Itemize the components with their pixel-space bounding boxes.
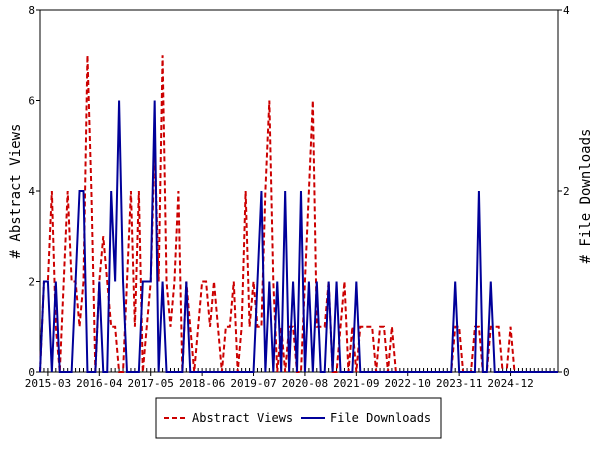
- series-file-downloads-line: [39, 100, 558, 373]
- x-tick-label: 2016-04: [76, 377, 123, 390]
- legend-label-file-downloads: File Downloads: [330, 411, 431, 425]
- series-layer: [39, 55, 558, 373]
- x-tick-label: 2022-10: [385, 377, 431, 390]
- legend-box: [155, 397, 442, 439]
- y-axis-title: # Abstract Views: [8, 124, 24, 259]
- x-tick-label: 2020-08: [282, 377, 328, 390]
- x-tick-label: 2021-09: [333, 377, 379, 390]
- x-tick-label: 2017-05: [128, 377, 174, 390]
- right-axis-ticks: 0 2 4: [558, 4, 570, 379]
- left-axis-ticks: 0 2 4 6 8: [28, 4, 40, 379]
- left-tick-label: 0: [28, 366, 35, 379]
- right-tick-label: 4: [563, 4, 570, 17]
- left-tick-label: 4: [28, 185, 35, 198]
- left-tick-label: 2: [28, 276, 35, 289]
- x-tick-label: 2019-07: [230, 377, 276, 390]
- series-abstract-views-line: [39, 55, 558, 373]
- right-tick-label: 0: [563, 366, 570, 379]
- right-tick-label: 2: [563, 185, 570, 198]
- x-tick-label: 2024-12: [487, 377, 533, 390]
- left-tick-label: 6: [28, 95, 35, 108]
- x-tick-label: 2015-03: [25, 377, 71, 390]
- x-tick-label: 2018-06: [179, 377, 225, 390]
- legend-label-abstract-views: Abstract Views: [192, 411, 293, 425]
- legend: Abstract Views File Downloads: [155, 397, 442, 439]
- x-tick-label: 2023-11: [436, 377, 482, 390]
- left-tick-label: 8: [28, 4, 35, 17]
- y2-axis-title: # File Downloads: [578, 129, 594, 264]
